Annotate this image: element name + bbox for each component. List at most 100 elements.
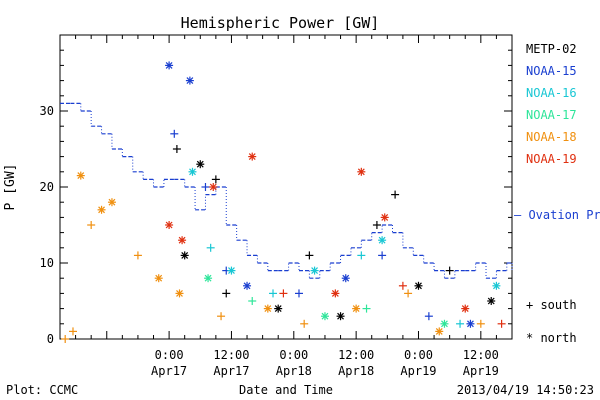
point-metp-02-south <box>222 289 231 298</box>
point-noaa-16-south <box>456 319 465 328</box>
marker-stroke <box>186 77 194 85</box>
x-tick-time: 0:00 <box>404 348 433 362</box>
y-tick-label: 20 <box>40 180 54 194</box>
marker-stroke <box>178 236 186 244</box>
x-axis: 0:00 Apr17 12:00 Apr17 0:00 Apr18 12:00 Apr18 0:… <box>59 35 513 378</box>
marker-stroke <box>204 274 212 282</box>
x-tick-time: 12:00 <box>213 348 249 362</box>
point-noaa-18-south <box>68 327 77 336</box>
point-noaa-18-north <box>107 198 116 207</box>
marker-stroke <box>342 274 350 282</box>
data-points <box>61 61 506 343</box>
point-metp-02-north <box>487 297 496 305</box>
point-noaa-17-south <box>362 304 371 313</box>
legend-noaa-19: NOAA-19 <box>526 152 577 166</box>
point-noaa-15-south <box>294 289 303 298</box>
point-noaa-19-north <box>331 289 340 298</box>
marker-stroke <box>248 153 256 161</box>
point-noaa-19-north <box>248 152 257 161</box>
point-noaa-16-south <box>357 251 366 260</box>
marker-stroke <box>487 297 495 305</box>
point-noaa-15-north <box>165 61 174 70</box>
legend-noaa-18: NOAA-18 <box>526 130 577 144</box>
legend-ovation: – Ovation Prime HPI <box>514 208 600 222</box>
point-noaa-18-south <box>87 221 96 229</box>
x-tick-date: Apr17 <box>213 364 249 378</box>
marker-stroke <box>98 206 105 214</box>
point-noaa-18-north <box>352 304 361 313</box>
point-noaa-15-south <box>378 251 387 260</box>
point-noaa-19-north <box>461 304 470 313</box>
point-noaa-19-south <box>279 289 288 298</box>
point-noaa-15-north <box>243 281 252 290</box>
point-noaa-16-north <box>492 281 501 290</box>
marker-stroke <box>337 312 344 320</box>
point-noaa-18-south <box>476 319 485 328</box>
marker-stroke <box>274 305 282 313</box>
marker-stroke <box>357 168 365 176</box>
marker-stroke <box>441 320 448 328</box>
y-tick-label: 10 <box>40 256 54 270</box>
point-noaa-18-north <box>175 289 184 298</box>
x-tick-date: Apr19 <box>400 364 436 378</box>
point-noaa-18-south <box>217 312 226 321</box>
footer-plot-credit: Plot: CCMC <box>6 383 78 397</box>
marker-stroke <box>189 168 196 176</box>
marker-stroke <box>415 282 422 290</box>
ovation-hpi-line <box>60 102 513 279</box>
x-tick-date: Apr18 <box>338 364 374 378</box>
point-noaa-18-south <box>133 251 142 260</box>
point-noaa-16-south <box>269 289 278 298</box>
marker-stroke <box>352 305 360 313</box>
point-noaa-19-north <box>357 167 366 176</box>
point-noaa-16-north <box>227 266 236 275</box>
point-noaa-19-north <box>209 183 218 191</box>
marker-stroke <box>243 282 251 290</box>
marker-stroke <box>467 320 474 328</box>
point-noaa-18-south <box>61 335 70 343</box>
marker-stroke <box>492 282 500 290</box>
chart-title: Hemispheric Power [GW] <box>181 14 380 32</box>
marker-stroke <box>331 289 339 297</box>
marker-stroke <box>155 274 163 282</box>
marker-stroke <box>108 198 116 206</box>
point-metp-02-north <box>336 312 345 321</box>
point-metp-02-south <box>305 251 314 260</box>
legend-noaa-17: NOAA-17 <box>526 108 577 122</box>
point-noaa-18-north <box>97 205 106 214</box>
y-tick-label: 30 <box>40 104 54 118</box>
marker-stroke <box>381 213 389 221</box>
point-noaa-17-south <box>248 297 257 305</box>
marker-stroke <box>378 236 386 244</box>
point-metp-02-south <box>172 145 181 153</box>
marker-stroke <box>321 312 329 320</box>
marker-stroke <box>176 289 183 297</box>
point-noaa-16-south <box>206 243 215 252</box>
x-tick-time: 12:00 <box>338 348 374 362</box>
marker-stroke <box>196 160 204 168</box>
point-noaa-16-north <box>188 167 197 176</box>
marker-stroke <box>209 183 217 191</box>
marker-stroke <box>264 305 272 313</box>
point-noaa-15-north <box>341 274 350 283</box>
legend-metp-02: METP-02 <box>526 42 577 56</box>
marker-stroke <box>165 61 173 69</box>
y-axis-label: P [GW] <box>3 164 18 211</box>
point-noaa-18-north <box>263 304 272 313</box>
marker-stroke <box>165 221 173 229</box>
point-noaa-15-north <box>185 76 194 85</box>
marker-stroke <box>181 251 189 259</box>
point-metp-02-south <box>445 266 454 275</box>
point-noaa-17-north <box>204 274 213 283</box>
point-metp-02-north <box>414 281 423 290</box>
point-noaa-15-south <box>424 312 433 321</box>
point-noaa-19-south <box>497 319 506 328</box>
legend-north: * north <box>526 331 577 345</box>
marker-stroke <box>311 267 318 275</box>
point-noaa-18-south <box>300 319 309 328</box>
point-noaa-19-north <box>380 213 389 222</box>
x-tick-time: 0:00 <box>155 348 184 362</box>
point-metp-02-north <box>196 160 205 169</box>
point-noaa-19-north <box>178 236 187 245</box>
